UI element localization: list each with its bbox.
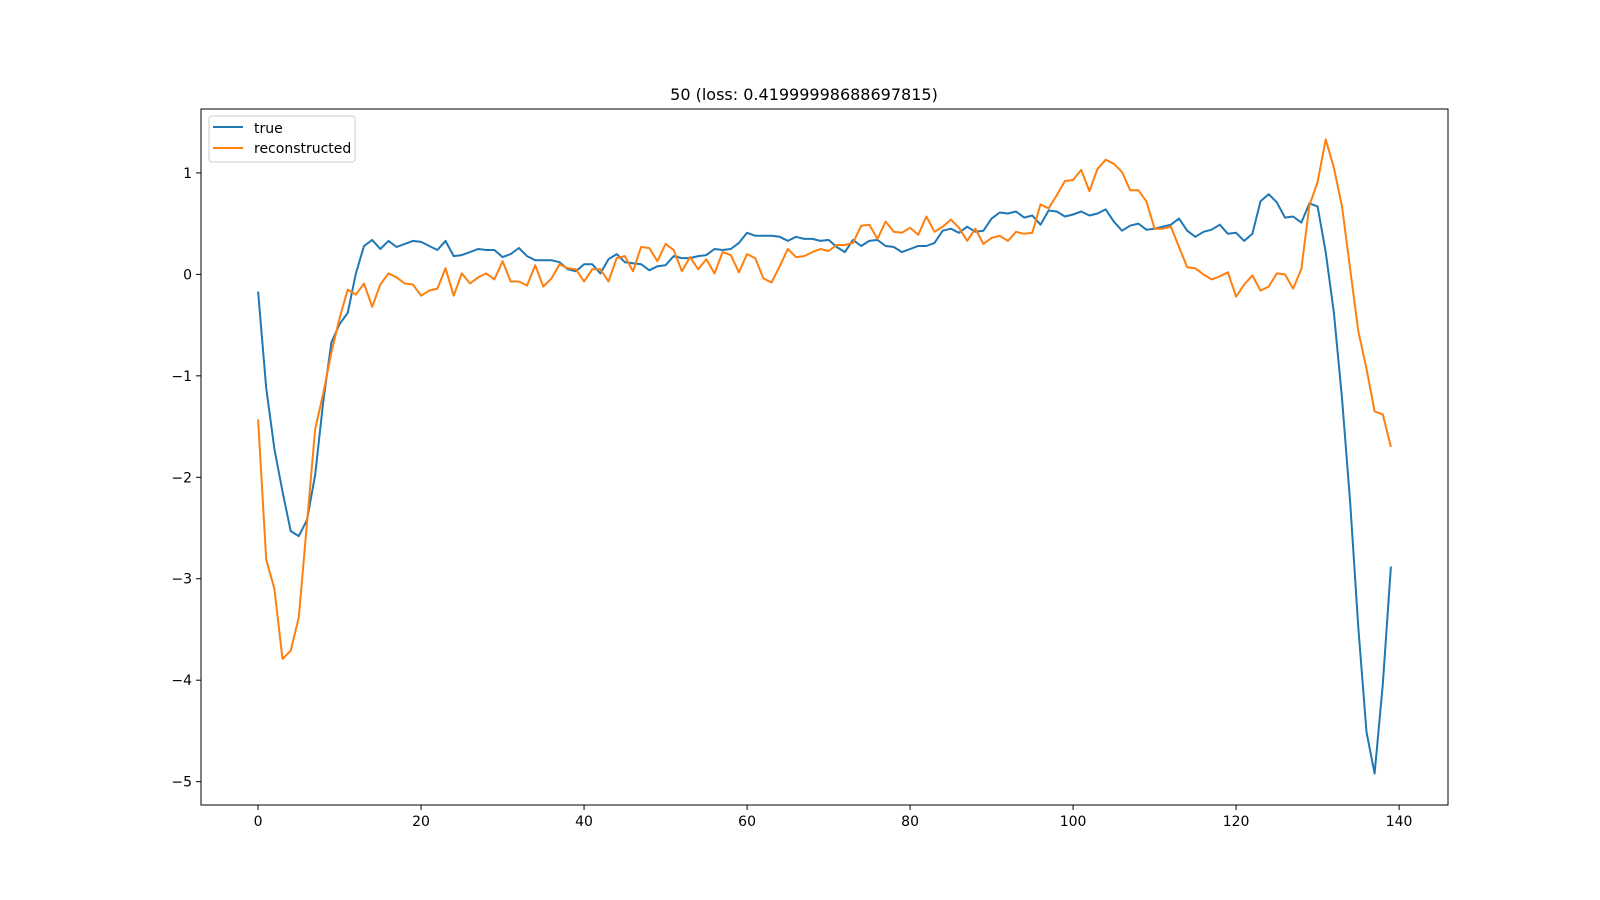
plot-area — [257, 138, 1392, 775]
y-tick-label: −3 — [171, 572, 192, 588]
x-tick-label: 60 — [738, 814, 756, 830]
y-axis: 1 0 −1 −2 −3 −4 −5 — [171, 166, 201, 791]
legend-label-reconstructed: reconstructed — [254, 141, 351, 157]
x-tick-label: 120 — [1223, 814, 1250, 830]
x-axis: 0 20 40 60 80 100 120 140 — [254, 805, 1413, 830]
y-tick-label: −2 — [171, 470, 192, 486]
y-tick-label: 1 — [183, 166, 192, 182]
legend-label-true: true — [254, 121, 283, 137]
x-tick-label: 80 — [901, 814, 919, 830]
y-tick-label: 0 — [183, 267, 192, 283]
x-tick-label: 0 — [254, 814, 263, 830]
series-line-reconstructed — [257, 138, 1392, 660]
x-tick-label: 40 — [575, 814, 593, 830]
legend-box — [208, 115, 356, 163]
legend: true reconstructed — [208, 115, 356, 163]
plot-frame — [200, 108, 1449, 806]
x-tick-label: 20 — [412, 814, 430, 830]
y-tick-label: −1 — [171, 369, 192, 385]
y-tick-label: −5 — [171, 775, 192, 791]
series-line-true — [257, 193, 1392, 775]
chart-title: 50 (loss: 0.41999998688697815) — [670, 85, 938, 104]
y-tick-label: −4 — [171, 673, 192, 689]
x-tick-label: 140 — [1386, 814, 1413, 830]
x-tick-label: 100 — [1060, 814, 1087, 830]
